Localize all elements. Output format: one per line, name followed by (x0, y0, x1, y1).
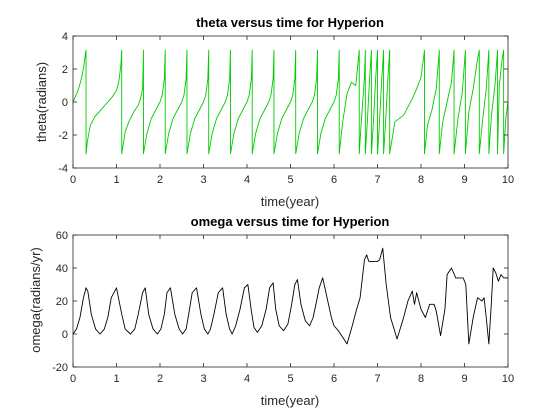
omega-x-tick-label: 5 (287, 373, 293, 385)
theta-y-tick-label: -2 (58, 130, 68, 142)
theta-x-tick-label: 6 (331, 174, 337, 186)
omega-x-tick-label: 9 (461, 373, 467, 385)
omega-x-tick-label: 6 (331, 373, 337, 385)
omega-y-tick-label: 0 (62, 329, 68, 341)
omega-y-tick-label: -20 (52, 362, 68, 374)
theta-chart-xlabel: time(year) (261, 194, 320, 209)
omega-x-tick-label: 2 (157, 373, 163, 385)
omega-x-tick-label: 4 (244, 373, 250, 385)
theta-y-tick-label: 0 (62, 97, 68, 109)
theta-x-tick-label: 1 (113, 174, 119, 186)
theta-x-tick-label: 9 (461, 174, 467, 186)
omega-series-line-0 (72, 247, 508, 345)
omega-x-tick-label: 3 (200, 373, 206, 385)
omega-x-tick-label: 8 (418, 373, 424, 385)
theta-series-line-0 (72, 49, 509, 155)
omega-chart: omega versus time for Hyperion 0 1 2 3 4 5 6 7 8… (28, 214, 514, 408)
theta-x-tick-label: 5 (287, 174, 293, 186)
theta-x-tick-label: 4 (244, 174, 250, 186)
theta-chart-ylabel: theta(radians) (34, 62, 49, 142)
theta-x-tick-label: 2 (157, 174, 163, 186)
theta-x-tick-label: 0 (70, 174, 76, 186)
omega-chart-xlabel: time(year) (261, 393, 320, 408)
theta-y-tick-label: 2 (62, 64, 68, 76)
omega-chart-ylabel: omega(radians/yr) (28, 247, 43, 353)
theta-chart: theta versus time for Hyperion 0 1 2 3 4 5 6 7 8… (34, 15, 514, 209)
theta-x-tick-label: 8 (418, 174, 424, 186)
omega-x-tick-label: 10 (502, 373, 514, 385)
theta-x-tick-label: 10 (502, 174, 514, 186)
omega-chart-title: omega versus time for Hyperion (191, 214, 390, 229)
omega-x-tick-label: 7 (374, 373, 380, 385)
theta-y-tick-label: -4 (58, 163, 68, 175)
theta-y-tick-label: 4 (62, 31, 68, 43)
omega-y-tick-label: 40 (56, 263, 68, 275)
theta-x-tick-label: 3 (200, 174, 206, 186)
omega-y-tick-label: 60 (56, 230, 68, 242)
omega-y-tick-label: 20 (56, 296, 68, 308)
theta-plot-area: 0 1 2 3 4 5 6 7 8 9 10 -4 -2 0 2 4 (58, 31, 514, 186)
omega-x-tick-label: 0 (70, 373, 76, 385)
omega-axes-box (72, 234, 509, 368)
theta-x-tick-label: 7 (374, 174, 380, 186)
omega-x-tick-label: 1 (113, 373, 119, 385)
theta-chart-title: theta versus time for Hyperion (196, 15, 384, 30)
